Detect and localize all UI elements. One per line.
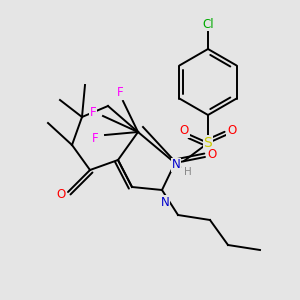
Text: F: F <box>90 106 96 118</box>
Text: S: S <box>204 136 212 150</box>
Text: F: F <box>92 133 98 146</box>
Text: O: O <box>179 124 189 137</box>
Text: Cl: Cl <box>202 17 214 31</box>
Text: O: O <box>56 188 66 202</box>
Text: O: O <box>227 124 237 137</box>
Text: H: H <box>184 167 192 177</box>
Text: N: N <box>172 158 180 172</box>
Text: N: N <box>160 196 169 208</box>
Text: F: F <box>117 86 123 100</box>
Text: O: O <box>207 148 217 161</box>
